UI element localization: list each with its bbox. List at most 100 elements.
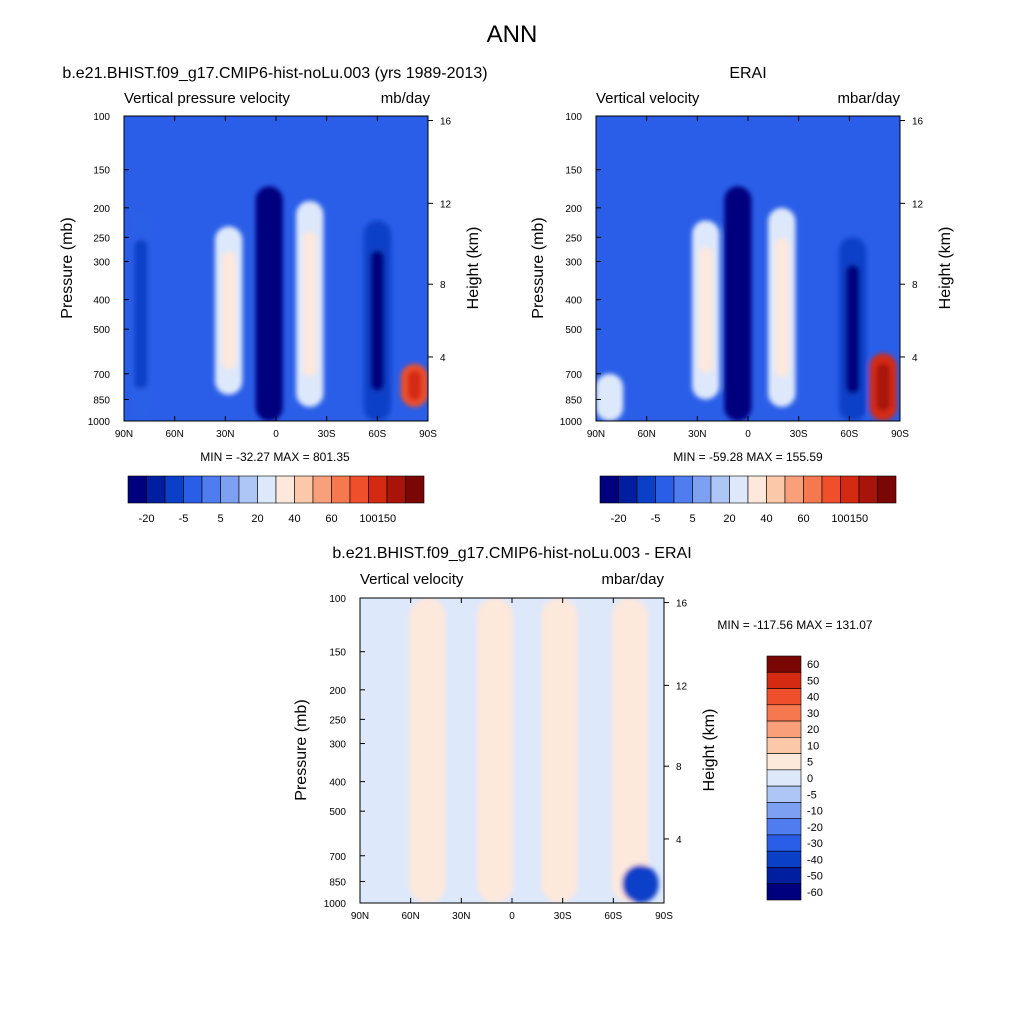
x-tick-label: 30S <box>554 911 572 922</box>
colorbar-swatch <box>729 475 749 504</box>
y-tick-label: 850 <box>93 395 110 406</box>
colorbar-swatch <box>747 475 767 504</box>
contour-feature <box>409 598 446 903</box>
y2-tick-label: 8 <box>676 762 682 773</box>
y-tick-label: 250 <box>329 715 346 726</box>
y-tick-label: 850 <box>329 877 346 888</box>
panel-model: b.e21.BHIST.f09_g17.CMIP6-hist-noLu.003 … <box>59 65 488 525</box>
contour-feature-core <box>302 231 317 377</box>
colorbar-label: -5 <box>179 513 189 525</box>
min-max-stats: MIN = -59.28 MAX = 155.59 <box>673 450 823 464</box>
figure-title: ANN <box>487 21 538 48</box>
colorbar-swatch <box>618 475 638 504</box>
contour-feature <box>611 598 649 903</box>
colorbar-label: 5 <box>689 513 695 525</box>
x-tick-label: 90N <box>351 911 369 922</box>
y2-tick-label: 4 <box>440 353 446 364</box>
x-tick-label: 60N <box>637 429 655 440</box>
colorbar-swatch <box>331 475 351 504</box>
contour-feature-core <box>731 221 745 386</box>
x-tick-label: 30N <box>216 429 234 440</box>
y-tick-label: 150 <box>565 166 582 177</box>
colorbar-swatch <box>766 655 802 673</box>
x-tick-label: 90S <box>655 911 673 922</box>
colorbar-swatch <box>275 475 295 504</box>
y-tick-label: 1000 <box>324 899 347 910</box>
x-tick-label: 60N <box>165 429 183 440</box>
colorbar-swatch <box>238 475 258 504</box>
colorbar-swatch <box>766 818 802 836</box>
panel-erai: ERAI Vertical velocity mbar/day Pressure… <box>530 65 954 525</box>
colorbar-swatch <box>692 475 712 504</box>
contour-feature <box>622 864 659 903</box>
colorbar-swatch <box>183 475 203 504</box>
y2-axis-label: Height (km) <box>701 709 718 792</box>
colorbar-label: 40 <box>288 513 300 525</box>
colorbar-swatch <box>877 475 897 504</box>
y-tick-label: 1000 <box>88 417 111 428</box>
colorbar-swatch <box>803 475 823 504</box>
colorbar-label: 20 <box>807 724 819 736</box>
colorbar-label: -60 <box>807 887 823 899</box>
panel-title: b.e21.BHIST.f09_g17.CMIP6-hist-noLu.003 … <box>332 545 691 562</box>
x-tick-label: 90N <box>115 429 133 440</box>
x-tick-label: 90S <box>891 429 909 440</box>
colorbar: -20 -5 5 20 40 60 100 150 <box>599 475 897 525</box>
x-tick-label: 90S <box>419 429 437 440</box>
colorbar-swatch <box>710 475 730 504</box>
colorbar-swatch <box>368 475 388 504</box>
y-tick-label: 500 <box>329 807 346 818</box>
y-axis-label: Pressure (mb) <box>293 699 310 800</box>
panel-left-label: Vertical velocity <box>360 571 464 588</box>
colorbar-label: -20 <box>611 513 627 525</box>
contour-feature-core <box>221 251 236 370</box>
y-tick-label: 400 <box>565 296 582 307</box>
colorbar-swatch <box>766 475 786 504</box>
colorbar-swatch <box>386 475 406 504</box>
contour-feature-core <box>407 370 422 401</box>
x-tick-label: 30S <box>790 429 808 440</box>
colorbar-label: 40 <box>760 513 772 525</box>
y-axis-label: Pressure (mb) <box>59 217 76 318</box>
contour-feature-core <box>876 363 890 411</box>
colorbar-swatch <box>766 834 802 852</box>
contour-feature-core <box>845 264 860 394</box>
x-tick-label: 30N <box>452 911 470 922</box>
colorbar-swatch <box>312 475 332 504</box>
x-tick-label: 60S <box>604 911 622 922</box>
panel-right-label: mb/day <box>381 90 431 107</box>
y2-tick-label: 4 <box>912 353 918 364</box>
y-tick-label: 500 <box>93 325 110 336</box>
colorbar-label: -30 <box>807 838 823 850</box>
y-tick-label: 300 <box>329 740 346 751</box>
colorbar-swatch <box>766 883 802 901</box>
y2-tick-label: 4 <box>676 835 682 846</box>
y-tick-label: 200 <box>93 204 110 215</box>
colorbar-label: -5 <box>807 789 817 801</box>
colorbar-label: 100 <box>359 513 377 525</box>
colorbar-label: 60 <box>807 659 819 671</box>
colorbar-swatch <box>405 475 425 504</box>
colorbar-swatch <box>146 475 166 504</box>
panel-right-label: mbar/day <box>837 90 900 107</box>
y2-tick-label: 8 <box>440 280 446 291</box>
y2-tick-label: 16 <box>676 599 688 610</box>
contour-feature-core <box>698 247 713 373</box>
x-tick-label: 60S <box>840 429 858 440</box>
colorbar-label: 5 <box>217 513 223 525</box>
contour-field <box>596 116 900 421</box>
colorbar-swatch <box>766 850 802 868</box>
min-max-stats: MIN = -117.56 MAX = 131.07 <box>717 618 873 632</box>
colorbar-swatch <box>840 475 860 504</box>
contour-feature-core <box>262 221 277 386</box>
y2-tick-label: 12 <box>676 681 688 692</box>
contour-feature <box>476 598 514 903</box>
colorbar-swatch <box>257 475 277 504</box>
colorbar-swatch <box>164 475 184 504</box>
colorbar-swatch <box>766 688 802 706</box>
colorbar-swatch <box>127 475 147 504</box>
panel-left-label: Vertical pressure velocity <box>124 90 290 107</box>
y-tick-label: 100 <box>93 112 110 123</box>
panel-left-label: Vertical velocity <box>596 90 700 107</box>
y2-tick-label: 12 <box>912 199 924 210</box>
